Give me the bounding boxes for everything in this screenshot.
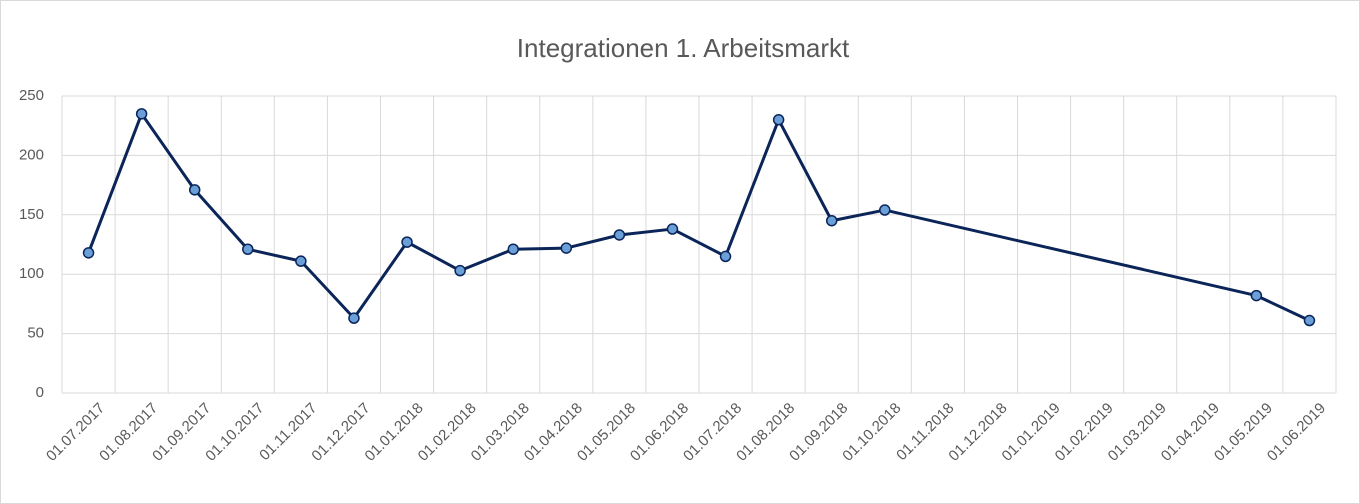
y-tick-label: 0 [36, 384, 44, 401]
marker [242, 243, 254, 256]
marker [348, 312, 360, 324]
marker [401, 236, 413, 248]
marker [560, 242, 573, 254]
marker [825, 214, 838, 227]
marker [666, 223, 679, 235]
marker [82, 247, 95, 259]
marker [507, 243, 519, 256]
marker [613, 229, 626, 241]
marker [719, 250, 732, 263]
y-tick-label: 150 [19, 206, 44, 223]
line [87, 112, 1311, 322]
y-tick-label: 100 [19, 265, 44, 282]
marker [772, 114, 785, 126]
marker [188, 184, 201, 196]
marker [879, 204, 891, 216]
y-tick-label: 200 [19, 146, 44, 163]
y-tick-label: 250 [19, 87, 44, 104]
chart-title: Integrationen 1. Arbeitsmarkt [517, 33, 850, 63]
y-tick-label: 50 [27, 325, 44, 342]
marker [135, 108, 148, 120]
marker [295, 255, 307, 267]
marker [454, 264, 466, 277]
marker [1303, 314, 1316, 327]
marker [1250, 289, 1263, 302]
